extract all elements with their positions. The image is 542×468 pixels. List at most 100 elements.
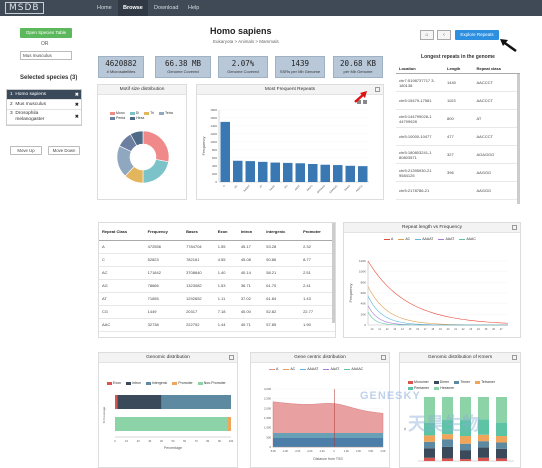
table-header[interactable]: Exon xyxy=(214,223,238,241)
remove-icon[interactable]: ✖ xyxy=(74,114,79,120)
table-header[interactable]: Repeat Class xyxy=(99,223,145,241)
bar-segment xyxy=(460,443,471,451)
col-length[interactable]: Length xyxy=(444,64,474,74)
y-tick-label: 3,000 xyxy=(264,387,271,391)
remove-icon[interactable]: ✖ xyxy=(74,92,79,98)
table-row[interactable]: AAC 32738 222752 1.44 40.71 57.85 1.90 xyxy=(99,318,335,332)
table-row[interactable]: chr5:2178786-21 AAGGG xyxy=(396,181,520,200)
legend-item[interactable]: AAAAT xyxy=(415,237,433,241)
nav-browse[interactable]: Browse xyxy=(118,0,148,16)
col-location[interactable]: Location xyxy=(396,64,444,74)
table-row[interactable]: chr5:180803241-1 80803571 327 AGAGGG xyxy=(396,145,520,164)
legend-item[interactable]: Hexa xyxy=(130,116,144,121)
species-search-input[interactable]: Mus musculus xyxy=(20,51,72,60)
nav-download[interactable]: Download xyxy=(154,5,179,11)
watermark-text: GENESKY xyxy=(360,390,421,402)
x-tick-label: 0 xyxy=(114,439,116,443)
species-item-homo-sapiens[interactable]: 1 Homo sapiens ✖ xyxy=(7,90,81,100)
table-row[interactable]: AG 78666 1323082 1.53 36.71 61.70 2.41 xyxy=(99,279,335,293)
legend-item[interactable]: Pentamer xyxy=(408,385,429,391)
legend-item[interactable]: Intron xyxy=(125,381,141,385)
legend-item[interactable]: Intergenic xyxy=(145,381,167,385)
legend-item[interactable]: Penta xyxy=(110,116,125,121)
legend-item[interactable]: Tetra xyxy=(159,111,173,116)
home-icon[interactable]: ⌂ xyxy=(420,30,434,40)
nav-home[interactable]: Home xyxy=(97,5,112,11)
back-icon[interactable]: ‹ xyxy=(437,30,451,40)
expand-icon[interactable] xyxy=(229,355,234,360)
x-tick-label: AAAAT xyxy=(242,184,251,193)
legend-item[interactable]: Trimer xyxy=(454,379,470,385)
move-down-button[interactable]: Move Down xyxy=(48,146,80,155)
table-header[interactable]: Frequency xyxy=(144,223,184,241)
legend-item[interactable]: Promoter xyxy=(172,381,193,385)
legend-item[interactable]: Dimer xyxy=(433,379,449,385)
table-row[interactable]: chr5:15479-17581 1103 AACCCT xyxy=(396,91,520,110)
legend-item[interactable]: AAAAC xyxy=(344,367,363,371)
legend-item[interactable]: Mono xyxy=(110,111,125,116)
x-tick-label: 2.0K xyxy=(356,450,361,453)
open-species-table-button[interactable]: Open Species Table xyxy=(20,28,72,38)
expand-icon[interactable] xyxy=(512,225,517,230)
table-row[interactable]: chr5:10000-10477 477 AACCCT xyxy=(396,127,520,146)
legend-item[interactable]: Di xyxy=(129,111,139,116)
legend-item[interactable]: Monomer xyxy=(408,379,429,385)
bar-segment xyxy=(442,439,453,447)
table-cell: 1.55 xyxy=(214,240,238,254)
table-row[interactable]: chr5:21395930-21 9584125 396 AAGGG xyxy=(396,163,520,182)
species-number: 2 xyxy=(10,102,13,107)
table-header[interactable]: Bases xyxy=(183,223,215,241)
legend-item[interactable]: AAAAT xyxy=(300,367,318,371)
remove-icon[interactable]: ✖ xyxy=(74,102,79,108)
table-scrollbar[interactable] xyxy=(332,223,335,323)
x-tick-label: 90 xyxy=(218,439,221,443)
table-row[interactable]: C 52823 782161 4.55 45.08 50.86 8.77 xyxy=(99,253,335,267)
legend-item[interactable]: A xyxy=(269,367,278,371)
legend-item[interactable]: AC xyxy=(283,367,295,371)
genomic-distribution-panel: Genomic distribution Exon Intron Intergeni… xyxy=(98,352,238,468)
expand-icon[interactable] xyxy=(512,355,517,360)
legend-item[interactable]: Tetramer xyxy=(475,379,495,385)
table-row[interactable]: CG 1449 20317 7.18 40.00 52.82 22.77 xyxy=(99,305,335,319)
bar-segment xyxy=(460,459,471,461)
table-row[interactable]: chr7:5198737717 3-180138 1440 AACCCT xyxy=(396,73,520,92)
table-row[interactable]: A 472556 7784704 1.55 45.17 53.28 2.32 xyxy=(99,240,335,254)
table-cell: chr5:21395930-21 9584125 xyxy=(396,163,444,182)
legend-item[interactable]: Exon xyxy=(107,381,121,385)
y-tick-label: 1800 xyxy=(210,108,217,112)
col-repeat-class[interactable]: Repeat class xyxy=(473,64,520,74)
table-header[interactable]: Intron xyxy=(237,223,264,241)
expand-icon[interactable] xyxy=(381,355,386,360)
nav-help[interactable]: Help xyxy=(188,5,200,11)
table-cell: 37.02 xyxy=(237,292,264,306)
legend-item[interactable]: AAAT xyxy=(438,237,454,241)
species-item-mus-musculus[interactable]: 2 Mus musculus ✖ xyxy=(7,100,81,110)
table-scrollbar[interactable] xyxy=(517,74,520,204)
legend-item[interactable]: A xyxy=(384,237,393,241)
legend-item[interactable]: Hexamer xyxy=(434,385,454,391)
legend-item[interactable]: Non-Promoter xyxy=(197,381,226,385)
legend-item[interactable]: AC xyxy=(398,237,410,241)
legend-item[interactable]: AAAT xyxy=(323,367,339,371)
legend-item[interactable]: AAAC xyxy=(459,237,476,241)
move-up-button[interactable]: Move Up xyxy=(10,146,42,155)
table-row[interactable]: chr5:144799028-1 44799928 800 AT xyxy=(396,109,520,128)
y-tick-label: 20K xyxy=(361,312,366,316)
table-header[interactable]: Intergenic xyxy=(263,223,301,241)
legend-label: AAAAT xyxy=(307,367,319,371)
table-row[interactable]: AT 71655 1292652 1.11 37.02 61.84 1.43 xyxy=(99,292,335,306)
table-header[interactable]: Promoter xyxy=(300,223,335,241)
legend-item[interactable]: Tri xyxy=(144,111,154,116)
table-row[interactable]: AC 171842 3708640 1.40 40.14 58.21 2.51 xyxy=(99,266,335,280)
expand-icon[interactable] xyxy=(375,87,380,92)
pie-slice xyxy=(130,130,144,147)
msdb-logo[interactable]: MSDB xyxy=(5,2,44,14)
legend-label: Intron xyxy=(131,381,141,385)
species-item-drosophila[interactable]: 3 Drosophila melanogaster ✖ xyxy=(7,110,81,125)
genomic-distribution-chart: 0 10 20 30 40 50 60 70 80 90 100 Percentage % Covera… xyxy=(102,395,234,450)
x-tick-label: 4.0K xyxy=(380,450,385,453)
x-tick-label: 60 xyxy=(183,439,186,443)
explore-repeats-button[interactable]: Explore Repeats xyxy=(455,30,499,40)
bar xyxy=(345,165,355,182)
stat-label: Genome Covered xyxy=(227,69,259,74)
